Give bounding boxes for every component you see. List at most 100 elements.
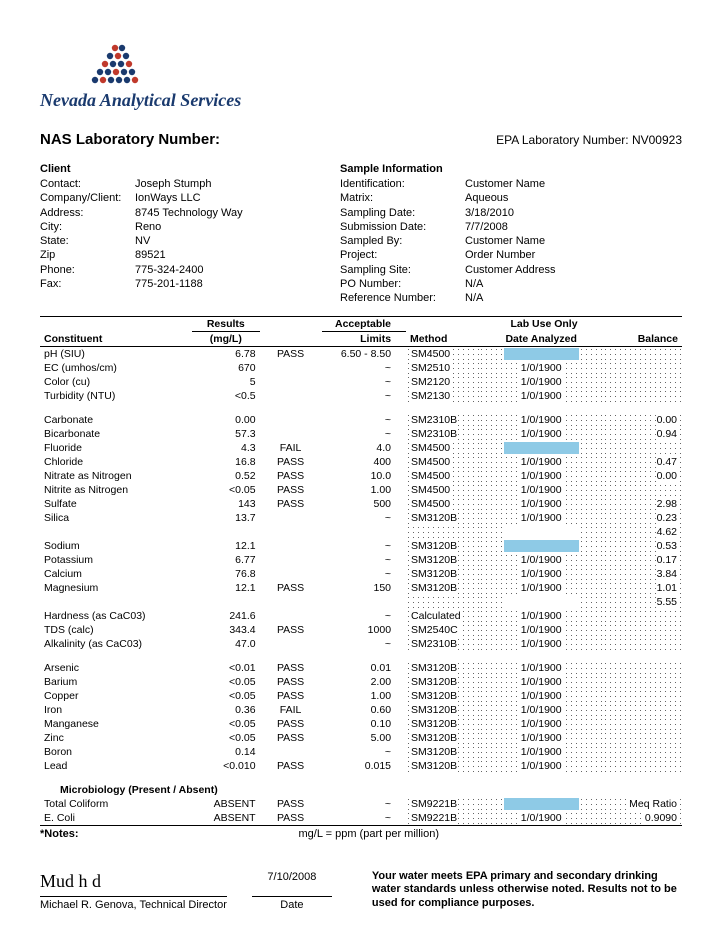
cell-method: SM3120B	[406, 759, 479, 773]
info-row: Client Contact:Joseph Stumph Company/Cli…	[40, 163, 682, 306]
cell-method: SM9221B	[406, 797, 479, 811]
cell-date: 1/0/1900	[479, 427, 603, 441]
cell-status: PASS	[260, 346, 322, 361]
cell-results: 0.14	[192, 745, 260, 759]
cell-limits: ~	[322, 413, 407, 427]
table-row: Hardness (as CaC03) 241.6 ~ Calculated 1…	[40, 609, 682, 623]
table-row: Total Coliform ABSENT PASS ~ SM9221B Meq…	[40, 797, 682, 811]
cell-balance	[603, 731, 682, 745]
cell-date: 1/0/1900	[479, 455, 603, 469]
cell-constituent: Sulfate	[40, 497, 192, 511]
cell-balance: 0.00	[603, 413, 682, 427]
table-row: 4.62	[40, 525, 682, 539]
cell-results: 12.1	[192, 581, 260, 595]
cell-constituent	[40, 595, 192, 609]
cell-limits: ~	[322, 811, 407, 825]
cell-results: 76.8	[192, 567, 260, 581]
cell-date: 1/0/1900	[479, 413, 603, 427]
cell-status: PASS	[260, 731, 322, 745]
cell-balance: 0.17	[603, 553, 682, 567]
cell-balance	[603, 703, 682, 717]
cell-results: 6.77	[192, 553, 260, 567]
logo-text: Nevada Analytical Services	[40, 90, 682, 111]
signature-scribble: Mud h d	[40, 871, 227, 897]
cell-status	[260, 595, 322, 609]
cell-date: 1/0/1900	[479, 511, 603, 525]
cell-limits: 400	[322, 455, 407, 469]
cell-balance	[603, 745, 682, 759]
client-state-value: NV	[135, 234, 340, 248]
th-method: Method	[406, 331, 479, 346]
sample-site-label: Sampling Site:	[340, 263, 465, 277]
cell-constituent: Nitrate as Nitrogen	[40, 469, 192, 483]
cell-balance: 0.00	[603, 469, 682, 483]
cell-constituent	[40, 525, 192, 539]
cell-method: SM4500	[406, 346, 479, 361]
client-city-label: City:	[40, 220, 135, 234]
cell-status: PASS	[260, 717, 322, 731]
cell-constituent: Carbonate	[40, 413, 192, 427]
cell-method: SM2120	[406, 375, 479, 389]
cell-results: 0.36	[192, 703, 260, 717]
cell-method: SM3120B	[406, 553, 479, 567]
sample-po-value: N/A	[465, 277, 682, 291]
cell-balance: 0.53	[603, 539, 682, 553]
table-row: Barium <0.05 PASS 2.00 SM3120B 1/0/1900	[40, 675, 682, 689]
sample-ref-label: Reference Number:	[340, 291, 465, 305]
sample-id-value: Customer Name	[465, 177, 682, 191]
cell-balance	[603, 346, 682, 361]
cell-method: SM3120B	[406, 581, 479, 595]
cell-limits: 6.50 - 8.50	[322, 346, 407, 361]
cell-date: 1/0/1900	[479, 623, 603, 637]
cell-limits: ~	[322, 553, 407, 567]
cell-limits: ~	[322, 539, 407, 553]
cell-date: 1/0/1900	[479, 689, 603, 703]
sample-samplingdate-label: Sampling Date:	[340, 206, 465, 220]
cell-results: 0.00	[192, 413, 260, 427]
table-row: Boron 0.14 ~ SM3120B 1/0/1900	[40, 745, 682, 759]
client-zip-label: Zip	[40, 248, 135, 262]
cell-balance	[603, 717, 682, 731]
cell-limits: 0.015	[322, 759, 407, 773]
cell-method	[406, 595, 479, 609]
cell-constituent: Potassium	[40, 553, 192, 567]
cell-date: 1/0/1900	[479, 483, 603, 497]
cell-results: 16.8	[192, 455, 260, 469]
cell-status	[260, 375, 322, 389]
cell-method: Calculated	[406, 609, 479, 623]
cell-balance	[603, 389, 682, 403]
client-company-label: Company/Client:	[40, 191, 135, 205]
cell-results: 4.3	[192, 441, 260, 455]
cell-constituent: Nitrite as Nitrogen	[40, 483, 192, 497]
client-address-label: Address:	[40, 206, 135, 220]
cell-method: SM2130	[406, 389, 479, 403]
cell-method: SM4500	[406, 483, 479, 497]
client-contact-value: Joseph Stumph	[135, 177, 340, 191]
cell-constituent: Fluoride	[40, 441, 192, 455]
cell-limits	[322, 525, 407, 539]
cell-constituent: Boron	[40, 745, 192, 759]
cell-method: SM2310B	[406, 637, 479, 651]
notes-label: *Notes:	[40, 828, 79, 840]
cell-status	[260, 637, 322, 651]
cell-limits: ~	[322, 567, 407, 581]
cell-method: SM4500	[406, 455, 479, 469]
th-constituent: Constituent	[40, 316, 192, 346]
cell-date: 1/0/1900	[479, 661, 603, 675]
table-row: Potassium 6.77 ~ SM3120B 1/0/1900 0.17	[40, 553, 682, 567]
cell-method: SM3120B	[406, 567, 479, 581]
th-labuse: Lab Use Only	[406, 316, 682, 331]
sample-matrix-value: Aqueous	[465, 191, 682, 205]
cell-date	[479, 595, 603, 609]
cell-method: SM2310B	[406, 413, 479, 427]
table-row: Arsenic <0.01 PASS 0.01 SM3120B 1/0/1900	[40, 661, 682, 675]
cell-method: SM3120B	[406, 539, 479, 553]
cell-status	[260, 567, 322, 581]
cell-constituent: Bicarbonate	[40, 427, 192, 441]
cell-constituent: pH (SIU)	[40, 346, 192, 361]
cell-limits: 4.0	[322, 441, 407, 455]
company-logo: Nevada Analytical Services	[40, 40, 682, 111]
notes-value: mg/L = ppm (part per million)	[299, 828, 440, 840]
table-row: Magnesium 12.1 PASS 150 SM3120B 1/0/1900…	[40, 581, 682, 595]
cell-status: FAIL	[260, 703, 322, 717]
